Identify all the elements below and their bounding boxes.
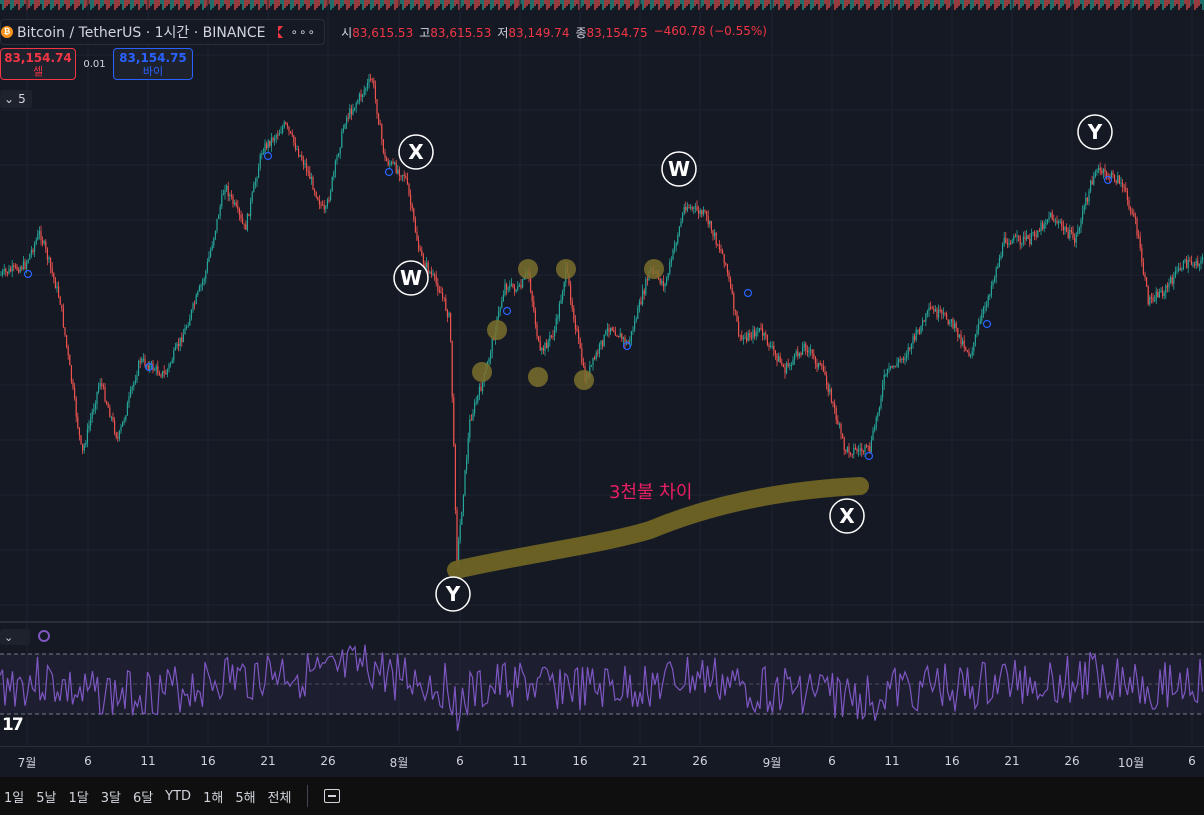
- rsi-collapse-toggle[interactable]: ⌄: [0, 629, 30, 645]
- time-axis-label: 26: [692, 754, 708, 768]
- open-value: 83,615.53: [352, 25, 414, 40]
- ohlc-values: 시83,615.53 고83,615.53 저83,149.74 종83,154…: [341, 24, 767, 41]
- low-label: 저: [497, 25, 509, 40]
- chevron-down-icon: ⌄: [4, 630, 14, 644]
- symbol-box[interactable]: ₿ Bitcoin / TetherUS · 1시간 · BINANCE ∘∘∘: [0, 19, 326, 45]
- time-axis-label: 7월: [17, 756, 37, 770]
- wave-label[interactable]: W: [661, 151, 697, 187]
- range-button[interactable]: 1일: [4, 790, 25, 806]
- change-value: −460.78 (−0.55%): [653, 23, 767, 38]
- highlight-dot: [518, 259, 538, 279]
- svg-text:X: X: [839, 504, 855, 528]
- range-button[interactable]: 6달: [132, 790, 154, 806]
- tradingview-logo[interactable]: 17: [2, 715, 24, 735]
- sell-button[interactable]: 83,154.74 셀: [0, 48, 76, 80]
- svg-text:Y: Y: [1087, 120, 1103, 144]
- difference-note: 3천불 차이: [609, 482, 693, 503]
- high-label: 고: [419, 25, 431, 40]
- trade-buttons: 83,154.74 셀 0.01 83,154.75 바이: [0, 48, 193, 80]
- svg-text:Y: Y: [445, 582, 461, 606]
- wave-label[interactable]: Y: [435, 576, 471, 612]
- range-button[interactable]: 1해: [203, 790, 224, 806]
- sell-label: 셀: [32, 65, 44, 78]
- flag-icon[interactable]: [277, 26, 283, 38]
- high-value: 83,615.53: [430, 25, 492, 40]
- goto-date-icon[interactable]: [324, 789, 341, 803]
- wave-labels: X W W Y X Y: [393, 114, 1113, 612]
- range-toolbar: 1일 5날 1달 3달 6달 YTD 1해 5해 전체: [0, 777, 1204, 815]
- spread-value: 0.01: [83, 58, 106, 70]
- symbol-title[interactable]: Bitcoin / TetherUS · 1시간 · BINANCE: [17, 25, 266, 41]
- time-axis-label: 21: [632, 754, 648, 768]
- svg-text:W: W: [668, 157, 690, 181]
- time-axis-label: 6: [456, 754, 464, 768]
- rsi-line: [0, 644, 1204, 731]
- time-axis-label: 6: [828, 754, 836, 768]
- chevron-down-icon: ⌄: [4, 92, 15, 106]
- candlesticks: [0, 73, 1204, 571]
- close-value: 83,154.75: [586, 25, 648, 40]
- highlight-dot: [556, 259, 576, 279]
- bitcoin-icon: ₿: [1, 26, 13, 38]
- more-options-icon[interactable]: ∘∘∘: [290, 25, 317, 39]
- top-volume-strip: [0, 0, 1204, 10]
- time-axis-label: 6: [84, 754, 92, 768]
- toolbar-divider: [307, 785, 309, 807]
- svg-text:W: W: [400, 266, 422, 290]
- highlight-dot: [472, 362, 492, 382]
- range-button[interactable]: YTD: [165, 788, 192, 804]
- wave-label[interactable]: Y: [1077, 114, 1113, 150]
- wave-label[interactable]: W: [393, 260, 429, 296]
- time-axis-label: 9월: [762, 756, 782, 770]
- sell-price: 83,154.74: [4, 51, 72, 65]
- wave-label[interactable]: X: [829, 498, 865, 534]
- symbol-legend: ₿ Bitcoin / TetherUS · 1시간 · BINANCE ∘∘∘…: [0, 19, 767, 45]
- highlight-dot: [644, 259, 664, 279]
- time-axis-label: 21: [260, 754, 276, 768]
- range-button[interactable]: 3달: [100, 790, 121, 806]
- low-value: 83,149.74: [508, 25, 570, 40]
- buy-button[interactable]: 83,154.75 바이: [113, 48, 193, 80]
- time-axis-label: 16: [944, 754, 960, 768]
- time-axis-label: 8월: [389, 756, 409, 770]
- rsi-indicator-icon[interactable]: [38, 630, 50, 642]
- buy-price: 83,154.75: [119, 51, 187, 65]
- indicator-count: 5: [18, 92, 26, 106]
- time-axis[interactable]: 7월 6 11 16 21 26 8월 6 11 16 21 26 9월 6 11 16 21 26 10월 6: [0, 746, 1204, 777]
- highlight-dots: [472, 259, 664, 390]
- wave-label[interactable]: X: [398, 134, 434, 170]
- difference-line: [447, 477, 869, 579]
- chart-grid: [0, 0, 1204, 745]
- time-axis-label: 16: [572, 754, 588, 768]
- time-axis-label: 26: [1064, 754, 1080, 768]
- time-axis-label: 11: [884, 754, 900, 768]
- indicator-collapse-toggle[interactable]: ⌄ 5: [0, 90, 32, 108]
- time-axis-label: 6: [1188, 754, 1196, 768]
- highlight-dot: [528, 367, 548, 387]
- close-label: 종: [575, 25, 587, 40]
- time-axis-label: 11: [140, 754, 156, 768]
- price-chart[interactable]: X W W Y X Y: [0, 0, 1204, 746]
- svg-text:X: X: [408, 140, 424, 164]
- time-axis-label: 21: [1004, 754, 1020, 768]
- highlight-dot: [574, 370, 594, 390]
- open-label: 시: [341, 25, 353, 40]
- range-button[interactable]: 1달: [68, 790, 89, 806]
- time-axis-label: 10월: [1117, 756, 1145, 770]
- time-axis-label: 26: [320, 754, 336, 768]
- time-axis-label: 11: [512, 754, 528, 768]
- time-axis-label: 16: [200, 754, 216, 768]
- range-button[interactable]: 5날: [36, 790, 57, 806]
- range-button[interactable]: 5해: [235, 790, 256, 806]
- highlight-dot: [487, 320, 507, 340]
- buy-label: 바이: [142, 65, 164, 78]
- range-button[interactable]: 전체: [267, 790, 292, 806]
